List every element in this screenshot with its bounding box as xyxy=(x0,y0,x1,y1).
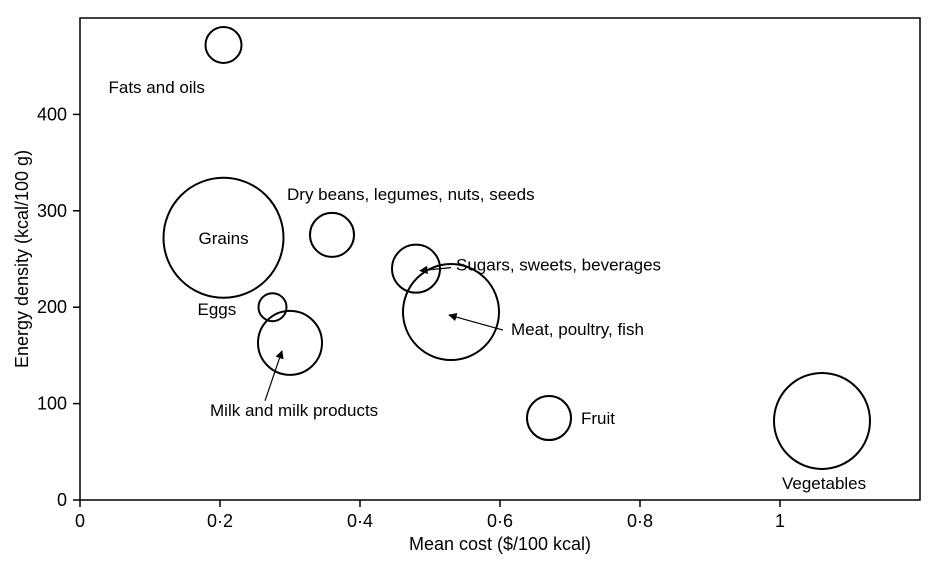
y-tick-label: 300 xyxy=(37,201,67,221)
bubble-vegetables xyxy=(774,373,870,469)
label-fruit: Fruit xyxy=(581,409,615,428)
y-tick-label: 400 xyxy=(37,104,67,124)
bubble-chart: 0 0·2 0·4 0·6 0·8 1 0 100 200 300 400 Mean cost ($/… xyxy=(0,0,938,562)
bubble-fruit xyxy=(527,396,571,440)
label-meat: Meat, poultry, fish xyxy=(511,320,644,339)
y-tick-label: 0 xyxy=(57,490,67,510)
x-tick-label: 0·6 xyxy=(487,511,513,531)
label-fats-oils: Fats and oils xyxy=(109,78,205,97)
bubble-milk xyxy=(258,311,322,375)
chart-container: 0 0·2 0·4 0·6 0·8 1 0 100 200 300 400 Mean cost ($/… xyxy=(0,0,938,562)
label-beans: Dry beans, legumes, nuts, seeds xyxy=(287,185,535,204)
label-milk: Milk and milk products xyxy=(210,401,378,420)
arrow-meat xyxy=(449,315,503,330)
label-sugars: Sugars, sweets, beverages xyxy=(456,256,661,275)
y-axis-title: Energy density (kcal/100 g) xyxy=(12,150,32,368)
bubble-fats-oils xyxy=(206,27,242,63)
x-tick-label: 0 xyxy=(75,511,85,531)
y-tick-label: 100 xyxy=(37,394,67,414)
y-tick-label: 200 xyxy=(37,297,67,317)
x-tick-label: 0·4 xyxy=(347,511,373,531)
x-tick-label: 0·2 xyxy=(207,511,233,531)
label-eggs: Eggs xyxy=(198,300,237,319)
bubble-meat xyxy=(403,264,499,360)
arrow-sugars xyxy=(420,268,451,271)
x-tick-label: 1 xyxy=(775,511,785,531)
bubble-beans xyxy=(310,213,354,257)
label-grains: Grains xyxy=(199,229,249,248)
label-vegetables: Vegetables xyxy=(782,474,866,493)
x-axis-title: Mean cost ($/100 kcal) xyxy=(409,534,591,554)
arrow-milk xyxy=(265,351,282,401)
x-tick-label: 0·8 xyxy=(627,511,653,531)
